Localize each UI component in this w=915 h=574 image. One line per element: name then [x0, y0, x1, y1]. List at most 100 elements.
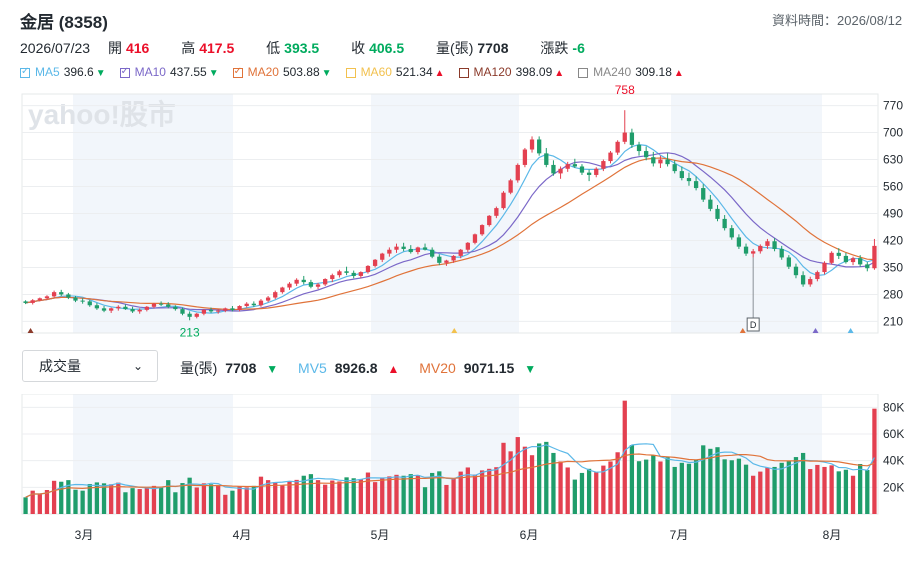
candle-body[interactable] [558, 168, 563, 174]
volume-bar[interactable] [786, 461, 791, 514]
candle-body[interactable] [551, 164, 556, 174]
volume-bar[interactable] [137, 489, 142, 514]
volume-bar[interactable] [208, 484, 214, 514]
candle-body[interactable] [287, 283, 292, 288]
candle-body[interactable] [415, 247, 421, 253]
candle-body[interactable] [230, 308, 235, 310]
volume-bar[interactable] [116, 482, 121, 514]
volume-bar[interactable] [372, 482, 378, 514]
volume-bar[interactable] [465, 467, 470, 514]
candle-body[interactable] [80, 300, 85, 302]
candle-body[interactable] [708, 199, 713, 209]
candle-body[interactable] [94, 305, 100, 309]
volume-bar[interactable] [487, 468, 492, 514]
volume-bar[interactable] [458, 471, 463, 514]
ma-legend-item-ma240[interactable]: MA240 309.18 ▲ [578, 65, 684, 79]
ma-legend-item-ma120[interactable]: MA120 398.09 ▲ [458, 65, 564, 79]
volume-bar[interactable] [237, 486, 242, 514]
candle-body[interactable] [615, 141, 620, 153]
volume-bar[interactable] [194, 487, 199, 514]
volume-bar[interactable] [529, 455, 535, 514]
volume-bar[interactable] [187, 477, 192, 514]
checkbox-icon[interactable] [20, 66, 30, 78]
volume-bar[interactable] [344, 477, 349, 514]
candle-body[interactable] [130, 309, 135, 312]
volume-bar[interactable] [365, 472, 371, 514]
candle-body[interactable] [437, 256, 442, 263]
volume-bar[interactable] [665, 457, 670, 514]
candle-body[interactable] [116, 306, 121, 309]
candle-body[interactable] [258, 300, 264, 306]
candle-body[interactable] [137, 309, 142, 312]
candle-body[interactable] [123, 306, 128, 310]
volume-bar[interactable] [679, 462, 684, 514]
volume-bar[interactable] [544, 441, 549, 514]
candle-body[interactable] [865, 264, 870, 269]
candle-body[interactable] [237, 306, 242, 310]
candle-body[interactable] [636, 144, 642, 152]
candle-body[interactable] [273, 292, 278, 298]
checkbox-icon[interactable] [578, 68, 589, 78]
volume-bar[interactable] [330, 480, 335, 514]
candle-body[interactable] [487, 215, 492, 226]
candle-body[interactable] [608, 152, 613, 162]
candle-body[interactable] [387, 249, 392, 254]
candle-body[interactable] [37, 298, 42, 301]
volume-bar[interactable] [672, 466, 677, 514]
volume-bar[interactable] [294, 479, 299, 514]
candle-body[interactable] [365, 265, 371, 273]
candle-body[interactable] [180, 309, 185, 314]
candle-body[interactable] [358, 272, 363, 276]
candle-body[interactable] [223, 308, 228, 311]
volume-bar[interactable] [173, 492, 178, 514]
volume-bar[interactable] [415, 475, 421, 514]
candle-body[interactable] [465, 242, 470, 250]
volume-bar[interactable] [394, 474, 399, 514]
volume-bar[interactable] [836, 471, 841, 514]
candle-body[interactable] [458, 249, 463, 256]
candle-body[interactable] [579, 166, 585, 173]
volume-bar[interactable] [130, 488, 135, 514]
candle-body[interactable] [323, 279, 328, 285]
volume-bar[interactable] [622, 400, 627, 514]
candle-body[interactable] [715, 208, 720, 219]
candle-body[interactable] [73, 297, 78, 301]
candle-body[interactable] [736, 237, 742, 247]
volume-bar[interactable] [586, 468, 592, 514]
volume-bar[interactable] [30, 490, 35, 514]
volume-bar[interactable] [201, 483, 207, 514]
candle-body[interactable] [601, 161, 606, 169]
candle-body[interactable] [751, 251, 756, 254]
volume-bar[interactable] [258, 476, 264, 514]
volume-bar[interactable] [66, 480, 71, 514]
candle-body[interactable] [301, 279, 306, 283]
candle-body[interactable] [479, 225, 485, 235]
candle-body[interactable] [173, 306, 178, 310]
volume-bar[interactable] [829, 465, 834, 514]
candle-body[interactable] [529, 139, 535, 150]
volume-bar[interactable] [708, 448, 713, 514]
volume-bar[interactable] [151, 485, 157, 514]
volume-bar[interactable] [265, 480, 271, 514]
volume-bar[interactable] [615, 452, 620, 514]
candle-body[interactable] [815, 272, 820, 280]
volume-bar[interactable] [472, 474, 478, 514]
volume-bar[interactable] [537, 443, 542, 514]
checkbox-icon[interactable] [345, 68, 356, 78]
candle-body[interactable] [109, 308, 114, 311]
candle-body[interactable] [101, 308, 107, 311]
candle-body[interactable] [501, 192, 506, 209]
volume-bar[interactable] [758, 471, 763, 514]
candle-body[interactable] [494, 208, 499, 216]
candle-body[interactable] [693, 181, 699, 189]
candle-body[interactable] [422, 247, 428, 250]
volume-bar[interactable] [693, 459, 699, 514]
candle-body[interactable] [843, 255, 849, 263]
candle-body[interactable] [208, 309, 214, 312]
volume-bar[interactable] [44, 490, 50, 514]
volume-bar[interactable] [743, 464, 749, 514]
candle-body[interactable] [822, 262, 827, 273]
